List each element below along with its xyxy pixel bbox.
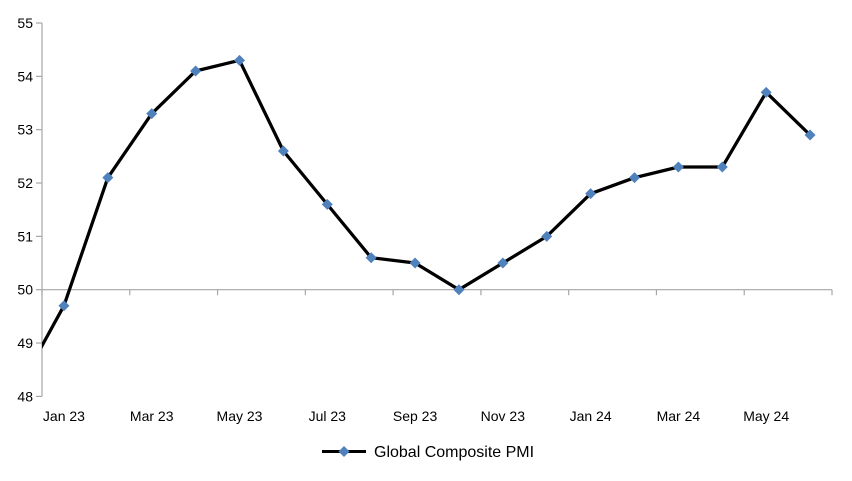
data-point-marker	[190, 65, 202, 77]
x-tick-label: Jan 23	[43, 408, 85, 424]
y-tick-label: 49	[17, 335, 33, 351]
data-point-marker	[102, 172, 114, 184]
x-tick-label: Jul 23	[309, 408, 347, 424]
series-line	[42, 58, 812, 350]
data-point-marker	[58, 300, 70, 312]
data-point-marker	[497, 257, 509, 269]
legend-marker-icon	[338, 446, 350, 457]
x-tick-label: Mar 24	[657, 408, 701, 424]
x-tick-label: Nov 23	[481, 408, 526, 424]
data-point-marker	[277, 145, 289, 157]
legend-label: Global Composite PMI	[374, 444, 534, 461]
data-point-marker	[760, 86, 772, 98]
legend: Global Composite PMI	[322, 444, 534, 461]
y-tick-label: 55	[17, 15, 33, 31]
x-tick-label: Sep 23	[393, 408, 438, 424]
y-tick-label: 52	[17, 175, 33, 191]
data-point-marker	[453, 284, 465, 296]
data-point-marker	[629, 172, 640, 184]
data-point-marker	[672, 161, 684, 173]
x-tick-label: Mar 23	[130, 408, 174, 424]
y-tick-label: 51	[17, 228, 33, 244]
y-tick-label: 53	[17, 122, 33, 138]
data-point-marker	[234, 54, 245, 66]
x-tick-label: Jan 24	[570, 408, 612, 424]
data-point-marker	[716, 161, 728, 173]
y-tick-label: 50	[17, 282, 33, 298]
data-point-marker	[541, 230, 553, 242]
x-tick-label: May 24	[743, 408, 789, 424]
y-tick-label: 54	[17, 68, 33, 84]
data-point-marker	[585, 188, 597, 200]
data-point-marker	[146, 108, 158, 120]
data-point-marker	[804, 129, 816, 141]
data-point-marker	[365, 252, 377, 264]
data-point-marker	[321, 198, 333, 210]
y-tick-label: 48	[17, 388, 33, 404]
x-tick-label: May 23	[217, 408, 263, 424]
data-point-marker	[409, 257, 421, 269]
